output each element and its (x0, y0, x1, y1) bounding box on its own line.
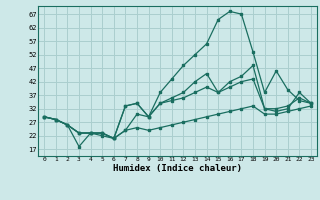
X-axis label: Humidex (Indice chaleur): Humidex (Indice chaleur) (113, 164, 242, 173)
